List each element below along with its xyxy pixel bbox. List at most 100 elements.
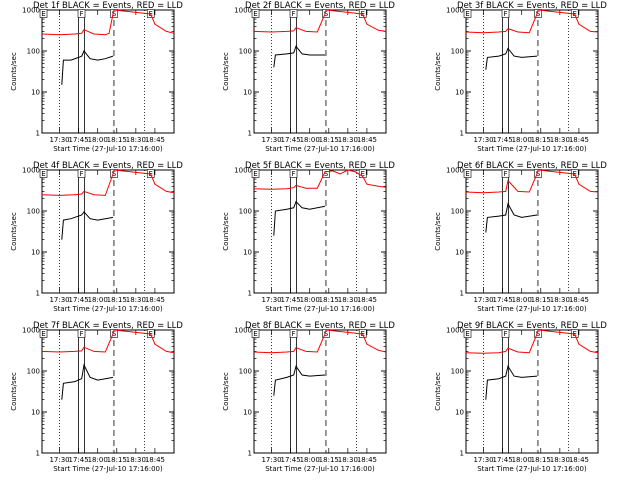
marker-label-E: E	[253, 10, 257, 18]
y-tick-label: 10	[31, 249, 40, 257]
events-series-line	[61, 211, 114, 240]
panel-title: Det 8f BLACK = Events, RED = LLD	[245, 321, 395, 331]
x-tick-label: 18:00	[512, 136, 532, 144]
x-axis-label: Start Time (27-Jul-10 17:16:00)	[265, 305, 375, 313]
y-tick-label: 1	[248, 130, 252, 138]
marker-label-F: F	[504, 330, 508, 338]
panel-title: Det 6f BLACK = Events, RED = LLD	[457, 161, 607, 171]
y-tick-label: 10	[243, 249, 252, 257]
y-tick-label: 10	[31, 89, 40, 97]
marker-box	[39, 329, 48, 338]
marker-box	[463, 169, 472, 178]
lld-series-line	[465, 329, 599, 354]
y-tick-label: 100	[451, 208, 464, 216]
x-tick-label: 17:45	[281, 456, 301, 464]
x-tick-label: 17:45	[493, 456, 513, 464]
marker-box	[77, 9, 86, 18]
marker-label-S: S	[112, 170, 117, 178]
x-tick-label: 18:15	[531, 456, 551, 464]
marker-label-S: S	[536, 10, 541, 18]
x-tick-label: 18:15	[107, 296, 127, 304]
detector-panel-4: Det 4f BLACK = Events, RED = LLD 1 10 100 10…	[10, 161, 183, 313]
y-tick-label: 10	[455, 249, 464, 257]
marker-label-E: E	[465, 330, 469, 338]
marker-box	[77, 169, 86, 178]
marker-label-F: F	[504, 170, 508, 178]
x-tick-label: 18:30	[550, 296, 570, 304]
lld-series-line	[253, 329, 387, 354]
marker-label-F: F	[80, 10, 84, 18]
x-tick-label: 18:30	[126, 456, 146, 464]
marker-label-F: F	[504, 10, 508, 18]
marker-box	[289, 9, 298, 18]
lld-series-line	[253, 169, 387, 190]
x-tick-label: 17:30	[261, 136, 281, 144]
x-tick-label: 17:45	[69, 456, 89, 464]
x-tick-label: 18:45	[145, 456, 165, 464]
y-tick-label: 1	[248, 290, 252, 298]
lld-series-line	[253, 9, 387, 33]
x-axis-label: Start Time (27-Jul-10 17:16:00)	[477, 465, 587, 473]
x-tick-label: 18:45	[357, 136, 377, 144]
x-tick-label: 18:30	[126, 296, 146, 304]
y-tick-label: 1000	[234, 167, 252, 175]
marker-label-E: E	[41, 330, 45, 338]
marker-label-S: S	[536, 330, 541, 338]
x-tick-label: 17:45	[69, 136, 89, 144]
detector-panel-5: Det 5f BLACK = Events, RED = LLD 1 10 100 10…	[222, 161, 395, 313]
y-tick-label: 1	[460, 130, 464, 138]
x-tick-label: 18:45	[569, 136, 589, 144]
y-tick-label: 100	[27, 208, 40, 216]
y-axis-label: Counts/sec	[10, 212, 18, 251]
events-series-line	[61, 50, 114, 85]
x-tick-label: 18:45	[145, 136, 165, 144]
y-tick-label: 100	[239, 48, 252, 56]
marker-label-E: E	[41, 170, 45, 178]
plot-frame	[465, 169, 599, 294]
marker-box	[501, 169, 510, 178]
detector-panel-1: Det 1f BLACK = Events, RED = LLD 1 10 100 10…	[10, 1, 183, 153]
y-tick-label: 1	[460, 450, 464, 458]
detector-panel-7: Det 7f BLACK = Events, RED = LLD 1 10 100 10…	[10, 321, 183, 473]
x-axis-label: Start Time (27-Jul-10 17:16:00)	[53, 145, 163, 153]
marker-label-E: E	[465, 10, 469, 18]
events-series-line	[273, 200, 326, 236]
x-tick-label: 18:45	[357, 456, 377, 464]
x-tick-label: 17:30	[49, 456, 69, 464]
x-axis-label: Start Time (27-Jul-10 17:16:00)	[477, 305, 587, 313]
marker-label-S: S	[112, 10, 117, 18]
marker-box	[251, 9, 260, 18]
marker-box	[501, 9, 510, 18]
marker-label-F: F	[80, 170, 84, 178]
detector-panel-8: Det 8f BLACK = Events, RED = LLD 1 10 100 10…	[222, 321, 395, 473]
panel-title: Det 7f BLACK = Events, RED = LLD	[33, 321, 183, 331]
y-tick-label: 1	[36, 130, 40, 138]
x-axis-label: Start Time (27-Jul-10 17:16:00)	[265, 465, 375, 473]
panel-title: Det 9f BLACK = Events, RED = LLD	[457, 321, 607, 331]
x-tick-label: 17:30	[261, 456, 281, 464]
marker-label-F: F	[292, 10, 296, 18]
y-axis-label: Counts/sec	[222, 372, 230, 411]
plot-frame	[41, 169, 175, 294]
marker-box	[501, 329, 510, 338]
x-tick-label: 17:45	[493, 296, 513, 304]
y-tick-label: 100	[451, 48, 464, 56]
y-tick-label: 100	[27, 48, 40, 56]
x-tick-label: 18:00	[88, 456, 108, 464]
y-tick-label: 10	[31, 409, 40, 417]
y-axis-label: Counts/sec	[222, 212, 230, 251]
x-axis-label: Start Time (27-Jul-10 17:16:00)	[53, 465, 163, 473]
detector-panel-9: Det 9f BLACK = Events, RED = LLD 1 10 100 10…	[434, 321, 607, 473]
y-tick-label: 1000	[446, 327, 464, 335]
events-series-line	[485, 365, 538, 400]
y-tick-label: 1000	[234, 327, 252, 335]
x-tick-label: 18:15	[107, 136, 127, 144]
x-tick-label: 18:30	[338, 296, 358, 304]
lld-series-line	[465, 169, 599, 194]
marker-label-F: F	[292, 170, 296, 178]
panel-title: Det 2f BLACK = Events, RED = LLD	[245, 1, 395, 11]
y-tick-label: 1	[36, 290, 40, 298]
y-tick-label: 10	[243, 89, 252, 97]
x-tick-label: 17:45	[281, 296, 301, 304]
